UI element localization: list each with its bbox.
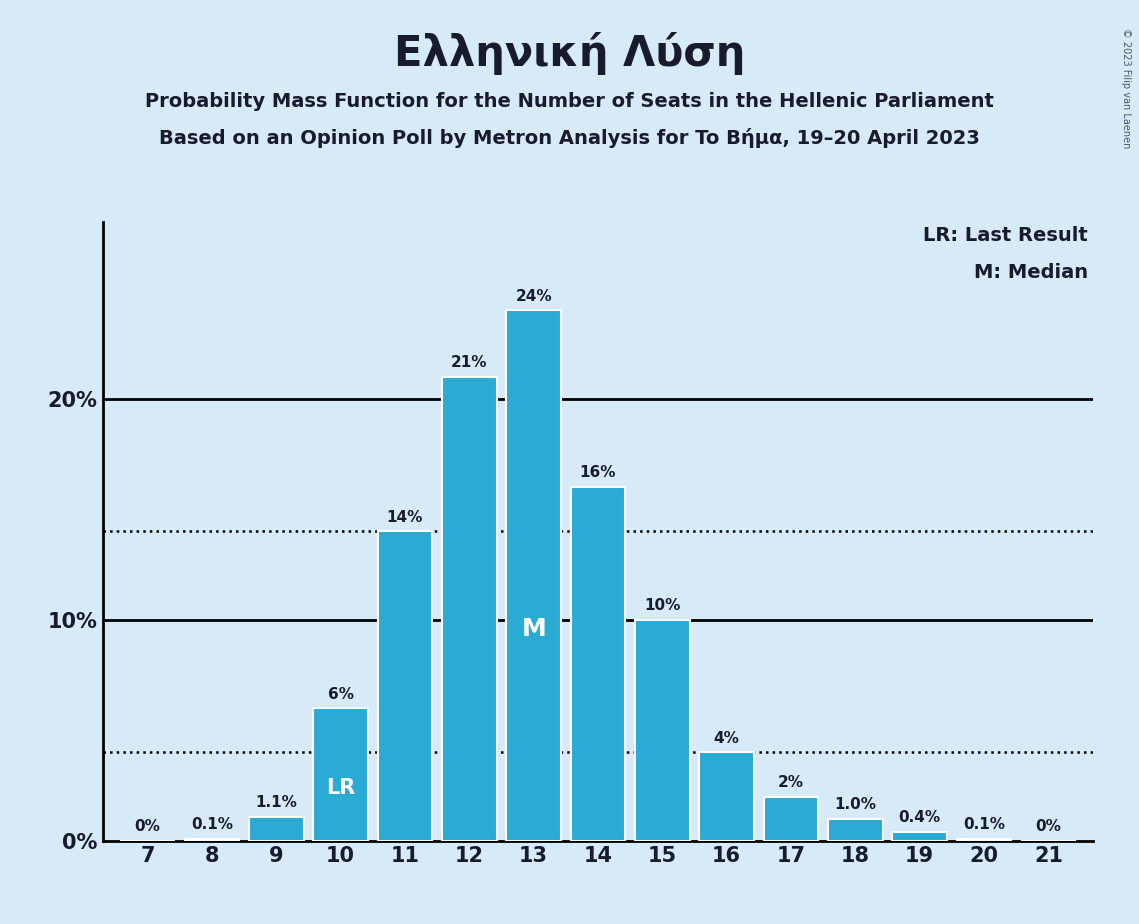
Bar [249,817,304,841]
Text: 24%: 24% [515,288,552,304]
Text: 0%: 0% [134,820,161,834]
Text: M: M [522,616,546,640]
Bar [957,839,1011,841]
Bar [634,620,690,841]
Bar [378,531,433,841]
Text: © 2023 Filip van Laenen: © 2023 Filip van Laenen [1121,28,1131,148]
Text: 10%: 10% [645,598,680,614]
Text: 14%: 14% [387,510,423,525]
Bar [763,796,818,841]
Text: 0.1%: 0.1% [191,817,232,832]
Text: 0.4%: 0.4% [899,810,941,825]
Text: 1.1%: 1.1% [255,795,297,809]
Text: M: Median: M: Median [974,263,1088,283]
Bar [571,487,625,841]
Text: Based on an Opinion Poll by Metron Analysis for To Βήμα, 19–20 April 2023: Based on an Opinion Poll by Metron Analy… [159,128,980,148]
Text: 0%: 0% [1035,820,1062,834]
Text: 2%: 2% [778,775,804,790]
Text: 0.1%: 0.1% [964,817,1005,832]
Text: LR: Last Result: LR: Last Result [923,226,1088,246]
Text: 1.0%: 1.0% [835,797,876,812]
Bar [828,819,883,841]
Text: Ελληνική Λύση: Ελληνική Λύση [394,32,745,76]
Text: 6%: 6% [328,687,353,701]
Bar [699,752,754,841]
Text: LR: LR [326,778,355,797]
Text: 21%: 21% [451,355,487,370]
Text: Probability Mass Function for the Number of Seats in the Hellenic Parliament: Probability Mass Function for the Number… [145,92,994,112]
Bar [313,708,368,841]
Bar [185,839,239,841]
Bar [892,832,947,841]
Text: 16%: 16% [580,466,616,480]
Bar [442,377,497,841]
Text: 4%: 4% [714,731,739,746]
Bar [506,310,562,841]
